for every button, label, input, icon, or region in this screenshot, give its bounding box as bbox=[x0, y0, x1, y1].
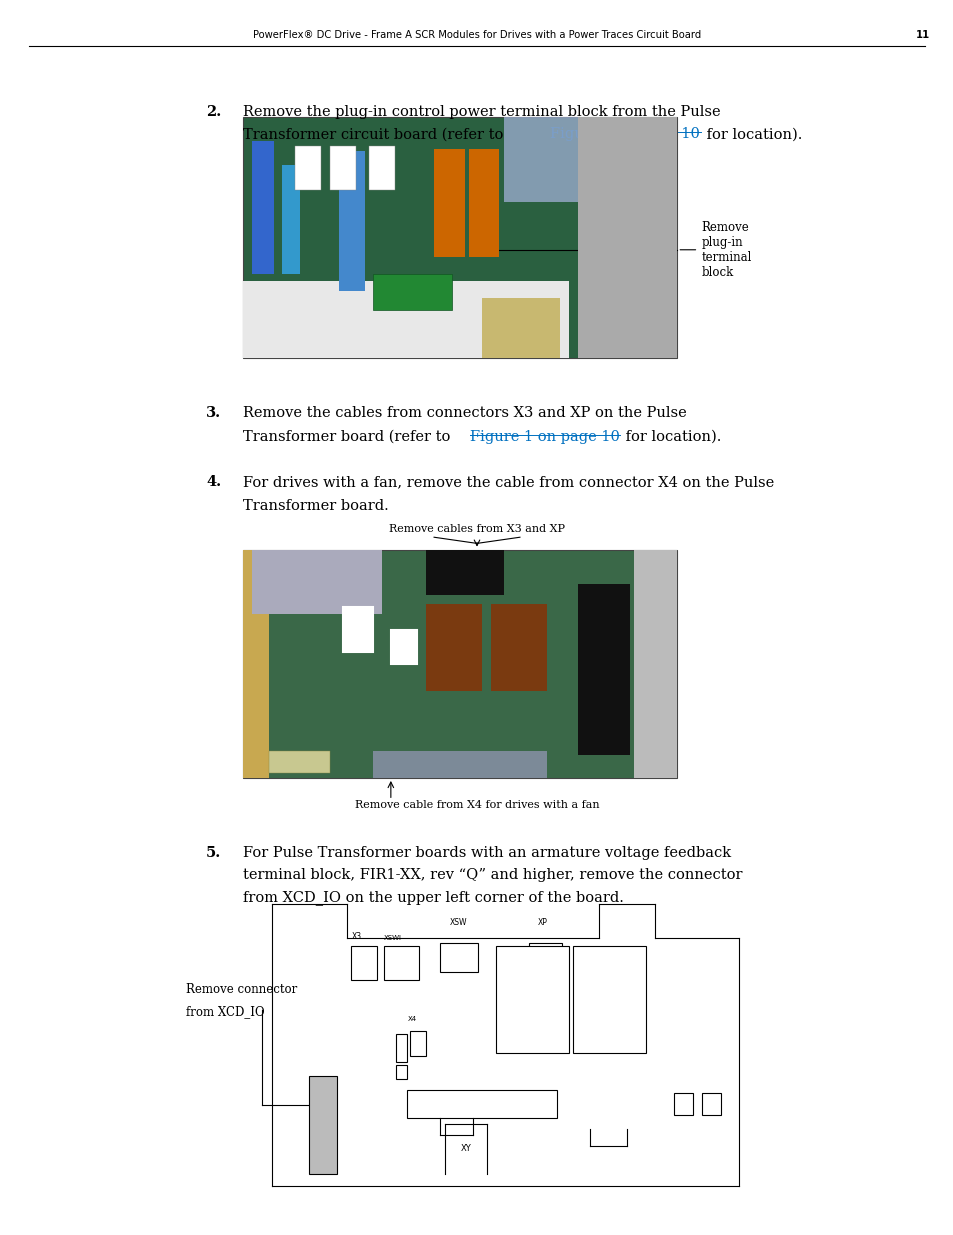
Bar bbox=[374, 751, 546, 778]
Bar bbox=[490, 604, 546, 692]
Bar bbox=[673, 1093, 692, 1115]
Text: TR2: TR2 bbox=[523, 995, 539, 1004]
Bar bbox=[269, 751, 330, 773]
Bar bbox=[330, 146, 355, 190]
Bar bbox=[391, 630, 416, 664]
Text: from XCD_IO on the upper left corner of the board.: from XCD_IO on the upper left corner of … bbox=[243, 890, 623, 905]
Text: X3: X3 bbox=[351, 931, 361, 941]
Text: Remove cable from X4 for drives with a fan: Remove cable from X4 for drives with a f… bbox=[355, 800, 598, 810]
Text: Remove the plug-in control power terminal block from the Pulse: Remove the plug-in control power termina… bbox=[243, 105, 720, 119]
Bar bbox=[351, 946, 376, 981]
Bar bbox=[252, 550, 382, 614]
Text: 4.: 4. bbox=[206, 475, 221, 489]
Text: Transformer board.: Transformer board. bbox=[243, 499, 389, 513]
Text: Remove
plug-in
terminal
block: Remove plug-in terminal block bbox=[679, 221, 751, 279]
Bar bbox=[309, 1076, 337, 1174]
Bar bbox=[374, 274, 451, 310]
Bar bbox=[343, 606, 374, 652]
Bar bbox=[395, 1065, 407, 1078]
Bar bbox=[469, 148, 498, 257]
Text: 5.: 5. bbox=[206, 846, 221, 860]
Text: Transformer board (refer to: Transformer board (refer to bbox=[243, 430, 455, 443]
Text: Remove the cables from connectors X3 and XP on the Pulse: Remove the cables from connectors X3 and… bbox=[243, 406, 686, 420]
Text: TR1: TR1 bbox=[601, 995, 618, 1004]
Bar bbox=[407, 1089, 557, 1118]
Text: XY: XY bbox=[460, 1145, 471, 1153]
Text: 11: 11 bbox=[915, 30, 929, 40]
Bar bbox=[701, 1093, 720, 1115]
Text: XP: XP bbox=[537, 918, 547, 926]
Bar bbox=[243, 550, 269, 778]
Bar bbox=[395, 1034, 407, 1062]
Bar bbox=[410, 1031, 426, 1056]
Bar bbox=[243, 117, 677, 358]
Bar bbox=[439, 944, 477, 972]
Bar bbox=[503, 117, 577, 201]
Text: 2.: 2. bbox=[206, 105, 221, 119]
Bar bbox=[434, 148, 464, 257]
Bar bbox=[573, 946, 645, 1053]
Text: PowerFlex® DC Drive - Frame A SCR Modules for Drives with a Power Traces Circuit: PowerFlex® DC Drive - Frame A SCR Module… bbox=[253, 30, 700, 40]
Text: X4: X4 bbox=[407, 1016, 416, 1023]
Text: 3.: 3. bbox=[206, 406, 221, 420]
Bar bbox=[243, 550, 677, 778]
Bar bbox=[577, 584, 629, 755]
Text: for location).: for location). bbox=[701, 127, 801, 141]
Text: Remove connector: Remove connector bbox=[186, 983, 297, 995]
Text: Remove cables from X3 and XP: Remove cables from X3 and XP bbox=[389, 524, 564, 534]
Bar bbox=[243, 282, 568, 358]
Text: XSW: XSW bbox=[450, 918, 467, 926]
Bar bbox=[384, 946, 418, 981]
Text: XSWI: XSWI bbox=[384, 935, 401, 941]
Text: for location).: for location). bbox=[620, 430, 720, 443]
Text: Figure 1 on page 10: Figure 1 on page 10 bbox=[470, 430, 619, 443]
Text: For drives with a fan, remove the cable from connector X4 on the Pulse: For drives with a fan, remove the cable … bbox=[243, 475, 774, 489]
Bar bbox=[577, 117, 677, 358]
Bar bbox=[425, 604, 481, 692]
Bar bbox=[252, 142, 274, 274]
Bar bbox=[369, 146, 395, 190]
Text: Figure 1 on page 10: Figure 1 on page 10 bbox=[549, 127, 699, 141]
Bar bbox=[425, 550, 503, 595]
Bar bbox=[496, 946, 568, 1053]
Bar bbox=[282, 165, 299, 274]
Text: Transformer circuit board (refer to: Transformer circuit board (refer to bbox=[243, 127, 508, 141]
Text: terminal block, FIR1-XX, rev “Q” and higher, remove the connector: terminal block, FIR1-XX, rev “Q” and hig… bbox=[243, 868, 742, 882]
Text: from XCD_IO: from XCD_IO bbox=[186, 1005, 264, 1018]
Bar bbox=[528, 944, 561, 972]
Text: For Pulse Transformer boards with an armature voltage feedback: For Pulse Transformer boards with an arm… bbox=[243, 846, 731, 860]
Text: XR: XR bbox=[476, 1099, 488, 1109]
Bar bbox=[481, 298, 559, 358]
Bar bbox=[633, 550, 677, 778]
Bar bbox=[338, 151, 364, 290]
Text: XCD_IO: XCD_IO bbox=[311, 1121, 335, 1129]
Bar bbox=[295, 146, 321, 190]
